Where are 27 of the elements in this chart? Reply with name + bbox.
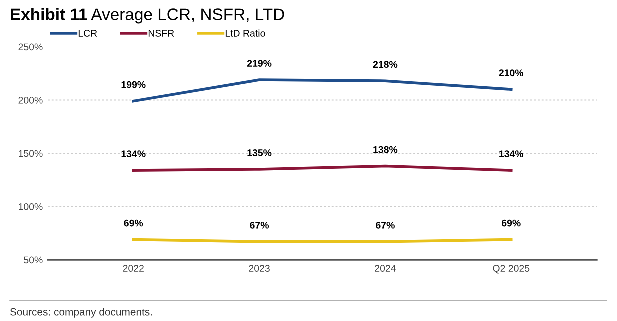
data-label: 218% bbox=[373, 61, 398, 68]
data-label: 219% bbox=[247, 60, 272, 67]
source-note: Sources: company documents. bbox=[10, 308, 152, 318]
x-tick-label: 2024 bbox=[375, 265, 396, 272]
y-tick-label: 100% bbox=[19, 203, 43, 210]
data-label: 210% bbox=[499, 70, 524, 77]
y-tick-label: 50% bbox=[24, 256, 43, 264]
data-label: 69% bbox=[502, 220, 521, 227]
legend-label: NSFR bbox=[148, 30, 174, 37]
y-tick-label: 250% bbox=[18, 44, 43, 51]
data-label: 134% bbox=[500, 150, 524, 158]
x-tick-label: Q2 2025 bbox=[493, 265, 530, 274]
data-label: 134% bbox=[122, 150, 146, 158]
data-label: 138% bbox=[374, 146, 398, 154]
legend-label: LtD Ratio bbox=[226, 30, 266, 37]
data-label: 199% bbox=[122, 81, 146, 88]
legend-label: LCR bbox=[78, 30, 98, 37]
y-tick-label: 200% bbox=[18, 96, 43, 104]
data-label: 69% bbox=[124, 220, 144, 227]
data-label: 135% bbox=[248, 150, 272, 156]
data-label: 67% bbox=[376, 222, 395, 229]
x-tick-label: 2022 bbox=[123, 265, 144, 272]
chart-title: Exhibit 11 bbox=[11, 8, 88, 20]
x-tick-label: 2023 bbox=[249, 265, 270, 272]
y-tick-label: 150% bbox=[19, 150, 43, 158]
data-label: 67% bbox=[250, 222, 270, 229]
chart-subtitle: Average LCR, NSFR, LTD bbox=[91, 8, 284, 24]
